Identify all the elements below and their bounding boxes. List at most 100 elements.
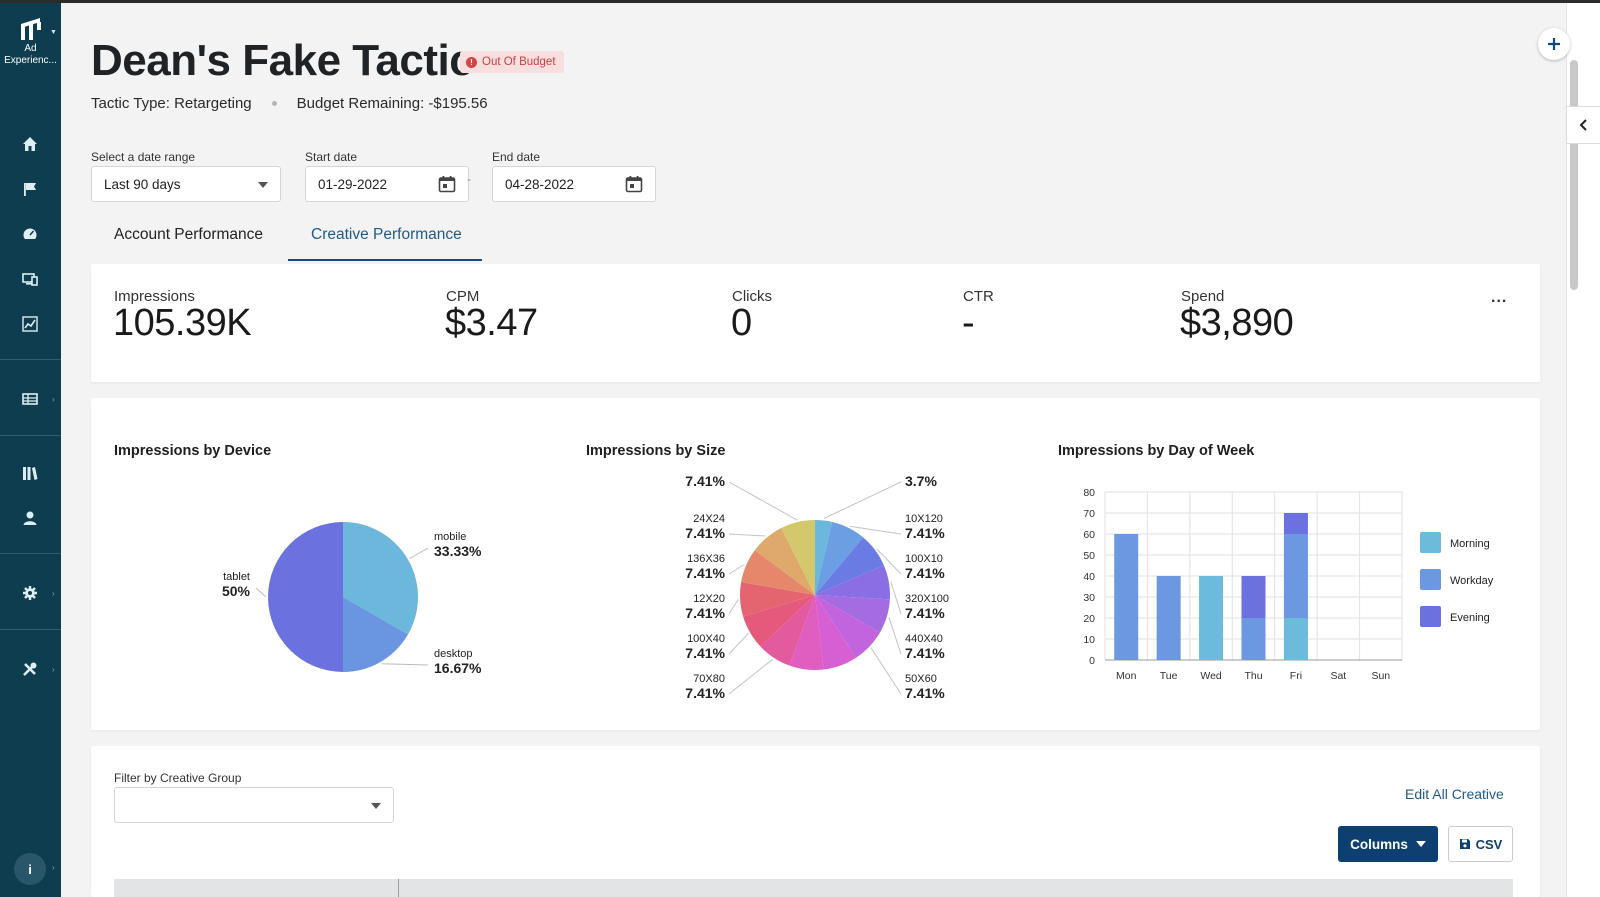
bar-workday-mon[interactable]: [1114, 534, 1139, 660]
pie-leader-line: [728, 564, 745, 575]
x-tick-label: Mon: [1116, 670, 1137, 682]
start-date-label: Start date: [305, 150, 358, 164]
scrollbar[interactable]: [1570, 60, 1578, 290]
settings-expand-icon[interactable]: ›: [52, 589, 55, 598]
pie-leader-line: [409, 547, 429, 559]
pie-leader-line: [728, 658, 774, 695]
analytics-icon[interactable]: [20, 314, 40, 334]
date-range-value: Last 90 days: [104, 176, 181, 192]
size-value: 7.41%: [685, 525, 725, 541]
settings-icon[interactable]: [20, 583, 40, 603]
tab-creative-performance[interactable]: Creative Performance: [311, 226, 462, 243]
page-title: Dean's Fake Tactic: [91, 36, 474, 85]
date-range-label: Select a date range: [91, 150, 196, 164]
bar-morning-fri[interactable]: [1283, 618, 1308, 660]
size-pie-slice[interactable]: [781, 520, 815, 595]
size-pie-slice[interactable]: [760, 595, 815, 666]
metric-value-impressions: 105.39K: [113, 302, 252, 344]
pie-slice-desktop[interactable]: [343, 597, 408, 672]
size-label: 100X10: [905, 553, 943, 565]
brand-line2: Experienc...: [4, 55, 57, 66]
devices-icon[interactable]: [20, 269, 40, 289]
table-icon[interactable]: [20, 389, 40, 409]
add-button[interactable]: [1538, 28, 1570, 60]
pie-leader-line: [728, 633, 749, 655]
brand[interactable]: ▼ Ad Experienc...: [0, 17, 61, 67]
size-pie-slice[interactable]: [743, 595, 815, 647]
size-pie-slice[interactable]: [815, 595, 880, 658]
size-pie-slice[interactable]: [815, 522, 864, 595]
size-value: 7.41%: [905, 525, 945, 541]
size-value: 7.41%: [685, 605, 725, 621]
size-label: 24X24: [693, 513, 725, 525]
user-icon[interactable]: [20, 508, 40, 528]
y-tick-label: 20: [1083, 613, 1095, 625]
tools-icon[interactable]: [20, 659, 40, 679]
bar-evening-thu[interactable]: [1241, 576, 1266, 618]
metric-label-clicks: Clicks: [732, 288, 772, 305]
calendar-icon[interactable]: [625, 175, 643, 193]
info-button[interactable]: i: [14, 853, 46, 885]
calendar-icon[interactable]: [438, 175, 456, 193]
bar-workday-thu[interactable]: [1241, 618, 1266, 660]
columns-button[interactable]: Columns: [1338, 826, 1438, 862]
csv-button-label: CSV: [1475, 836, 1503, 852]
y-tick-label: 80: [1083, 487, 1095, 499]
plus-icon: [1548, 38, 1560, 50]
tools-expand-icon[interactable]: ›: [52, 665, 55, 674]
size-pie-slice[interactable]: [815, 595, 890, 633]
tab-account-performance[interactable]: Account Performance: [114, 226, 264, 243]
creative-group-select[interactable]: [114, 787, 394, 823]
y-tick-label: 50: [1083, 550, 1095, 562]
size-label: 70X80: [693, 673, 725, 685]
sidebar-expand-icon[interactable]: ›: [52, 863, 55, 872]
date-range-select[interactable]: Last 90 days: [91, 166, 281, 202]
bar-morning-wed[interactable]: [1199, 576, 1224, 660]
tactic-summary: Tactic Type: Retargeting Budget Remainin…: [91, 95, 488, 112]
nav-divider: [0, 359, 61, 360]
creative-group-label: Filter by Creative Group: [114, 771, 242, 785]
size-pie-slice[interactable]: [741, 550, 815, 595]
budget-remaining: Budget Remaining: -$195.56: [296, 95, 488, 112]
collapse-panel-button[interactable]: [1566, 106, 1600, 144]
size-value: 7.41%: [685, 473, 725, 489]
window-top-edge: [0, 0, 1600, 3]
dashboard-icon[interactable]: [20, 224, 40, 244]
start-date-value: 01-29-2022: [318, 176, 388, 192]
home-icon[interactable]: [20, 134, 40, 154]
pie-slice-mobile[interactable]: [343, 522, 419, 635]
start-date-input[interactable]: 01-29-2022: [305, 166, 469, 202]
size-pie-chart: 3.7%10X1207.41%100X107.41%320X1007.41%44…: [685, 473, 949, 701]
x-tick-label: Sun: [1371, 670, 1390, 682]
size-pie-slice[interactable]: [754, 527, 815, 595]
size-label: 50X60: [905, 673, 937, 685]
metric-value-cpm: $3.47: [445, 302, 538, 344]
end-date-input[interactable]: 04-28-2022: [492, 166, 656, 202]
size-pie-slice[interactable]: [815, 520, 833, 595]
y-tick-label: 40: [1083, 571, 1095, 583]
edit-all-creative-link[interactable]: Edit All Creative: [1405, 786, 1504, 802]
bar-workday-fri[interactable]: [1283, 534, 1308, 618]
library-icon[interactable]: [20, 463, 40, 483]
metric-label-ctr: CTR: [963, 288, 994, 305]
csv-export-button[interactable]: CSV: [1448, 826, 1513, 862]
table-expand-icon[interactable]: ›: [52, 395, 55, 404]
bar-workday-tue[interactable]: [1156, 576, 1181, 660]
pie-leader-line: [823, 481, 902, 519]
size-pie-slice[interactable]: [815, 565, 890, 600]
metric-label-cpm: CPM: [446, 288, 480, 305]
pie-slice-tablet[interactable]: [268, 522, 343, 672]
size-pie-slice[interactable]: [789, 595, 824, 670]
flag-icon[interactable]: [20, 179, 40, 199]
alert-icon: !: [466, 56, 477, 68]
size-pie-slice[interactable]: [739, 581, 815, 617]
size-pie-slice[interactable]: [815, 595, 857, 670]
day-bar-chart: 0 10 20 30 40 50 60 70 80 Mon Tue Wed Thu Fri Sat Sun Mo…: [1083, 487, 1493, 682]
end-date-label: End date: [492, 150, 541, 164]
more-options-icon[interactable]: ...: [1491, 289, 1508, 306]
metric-label-impressions: Impressions: [114, 288, 195, 305]
size-pie-slice[interactable]: [815, 537, 884, 595]
bar-evening-fri[interactable]: [1283, 513, 1308, 534]
pie-label-tablet: tablet: [223, 571, 250, 583]
